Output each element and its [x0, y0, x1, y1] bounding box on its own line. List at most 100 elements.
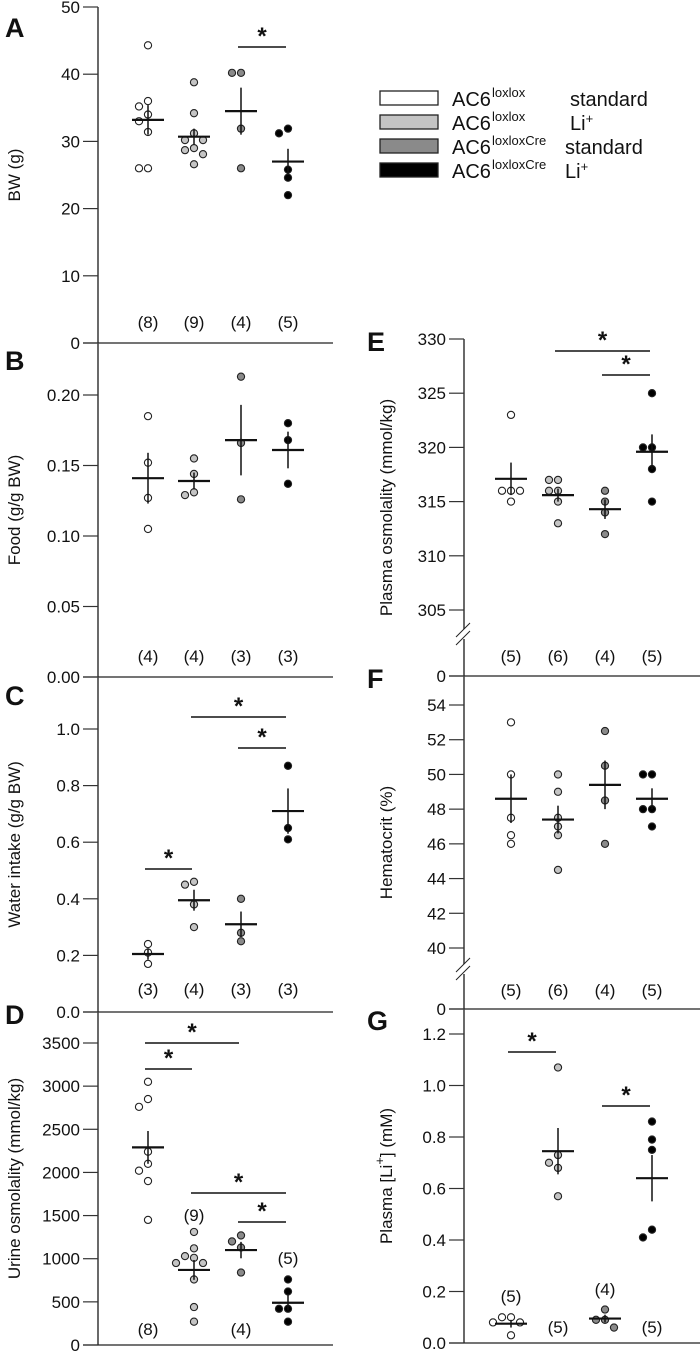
significance-asterisk: *: [234, 1169, 244, 1196]
data-point: [236, 894, 246, 903]
y-tick-label: 0.8: [422, 1128, 446, 1147]
legend-genotype-superscript: loxlox: [492, 109, 526, 124]
data-point: [143, 1094, 153, 1104]
data-point: [189, 488, 199, 497]
significance-asterisk: *: [164, 1045, 174, 1072]
sample-size-label: (3): [231, 647, 252, 666]
data-point: [274, 129, 284, 138]
data-point: [180, 1251, 190, 1261]
axis-break-mark: [455, 622, 471, 638]
legend-treatment: Li+: [570, 111, 593, 135]
data-point: [189, 1317, 199, 1326]
y-tick-label: 0.10: [47, 527, 80, 546]
sample-size-label: (4): [231, 313, 252, 332]
data-point: [134, 1102, 144, 1112]
data-point: [189, 1244, 199, 1253]
sample-size-label: (5): [642, 1318, 663, 1337]
data-point: [506, 839, 516, 849]
data-point: [553, 770, 563, 779]
legend-swatch: [379, 90, 439, 106]
y-tick-label: 0.0: [422, 1334, 446, 1353]
panel-letter: F: [367, 664, 384, 694]
panel-letter: E: [367, 327, 385, 357]
y-axis-label: Food (g/g BW): [5, 455, 24, 566]
data-point: [553, 787, 563, 796]
significance-asterisk: *: [187, 1019, 197, 1046]
legend-genotype: AC6: [452, 161, 491, 183]
y-tick-label: 0.00: [47, 668, 80, 687]
y-tick-label: 0.15: [47, 457, 80, 476]
y-tick-label: 0.05: [47, 598, 80, 617]
data-point: [506, 410, 516, 420]
y-tick-label: 2500: [42, 1120, 80, 1139]
sample-size-label: (8): [138, 313, 159, 332]
legend-treatment: standard: [565, 137, 643, 159]
data-point: [647, 1117, 657, 1126]
data-point: [283, 479, 293, 488]
data-point: [600, 1305, 610, 1314]
y-tick-label: 0: [437, 1000, 446, 1019]
y-tick-label: 305: [418, 601, 446, 620]
y-tick-label: 1000: [42, 1250, 80, 1269]
y-label-text: Plasma [Li: [377, 1165, 396, 1244]
data-point: [143, 1176, 153, 1186]
data-point: [143, 1215, 153, 1225]
y-label-text: ] (mM): [377, 1108, 396, 1157]
panel-a: A 0 10 20 30 40 50 BW (g) (8) (9) (4) (5) *: [5, 0, 333, 353]
y-tick-label: 0.20: [47, 386, 80, 405]
data-point: [283, 1287, 293, 1296]
y-tick-label: 1500: [42, 1207, 80, 1226]
data-point: [236, 937, 246, 946]
sample-size-label: (3): [231, 980, 252, 999]
data-point: [180, 490, 190, 500]
sample-size-label: (5): [278, 1249, 299, 1268]
data-point: [283, 835, 293, 844]
data-point: [283, 124, 293, 133]
data-point: [189, 1302, 199, 1312]
data-point: [227, 68, 237, 78]
data-point: [143, 164, 153, 173]
sample-size-label: (6): [548, 647, 569, 666]
significance-asterisk: *: [621, 351, 631, 378]
sample-size-label: (5): [501, 647, 522, 666]
data-point: [591, 1315, 601, 1324]
axis-break-gap: [460, 964, 468, 974]
y-tick-label: 310: [418, 547, 446, 566]
y-label-superscript: +: [372, 1157, 387, 1165]
sample-size-label: (9): [184, 313, 205, 332]
data-point: [143, 959, 153, 969]
y-tick-label: 0: [71, 1336, 80, 1354]
sample-size-label: (5): [548, 1318, 569, 1337]
data-point: [236, 164, 246, 173]
data-point: [236, 1231, 246, 1240]
data-point: [600, 486, 610, 495]
data-point: [506, 718, 516, 727]
y-tick-label: 0.2: [422, 1283, 446, 1302]
y-tick-label: 0.4: [56, 890, 80, 909]
axis-break-mark: [455, 630, 471, 646]
sample-size-label: (5): [501, 981, 522, 1000]
y-tick-label: 330: [418, 330, 446, 349]
panel-letter: A: [5, 13, 25, 43]
sample-size-label: (5): [278, 313, 299, 332]
panel-letter: G: [367, 1006, 388, 1036]
sample-size-label: (4): [138, 647, 159, 666]
data-point: [198, 1258, 208, 1268]
data-point: [274, 1304, 284, 1313]
data-point: [515, 1318, 525, 1327]
sample-size-label: (4): [184, 647, 205, 666]
y-tick-label: 1.0: [422, 1077, 446, 1096]
panel-letter: C: [5, 681, 25, 711]
data-point: [189, 922, 199, 932]
legend-item: AC6 loxlox standard: [379, 85, 648, 111]
data-point: [553, 519, 563, 528]
y-tick-label: 0: [71, 334, 80, 353]
sample-size-label: (5): [642, 647, 663, 666]
legend-item: AC6 loxloxCre Li+: [379, 157, 588, 183]
data-point: [553, 475, 563, 485]
y-tick-label: 0.6: [56, 833, 80, 852]
data-point: [600, 839, 610, 849]
y-tick-label: 50: [61, 0, 80, 17]
data-point: [143, 411, 153, 421]
